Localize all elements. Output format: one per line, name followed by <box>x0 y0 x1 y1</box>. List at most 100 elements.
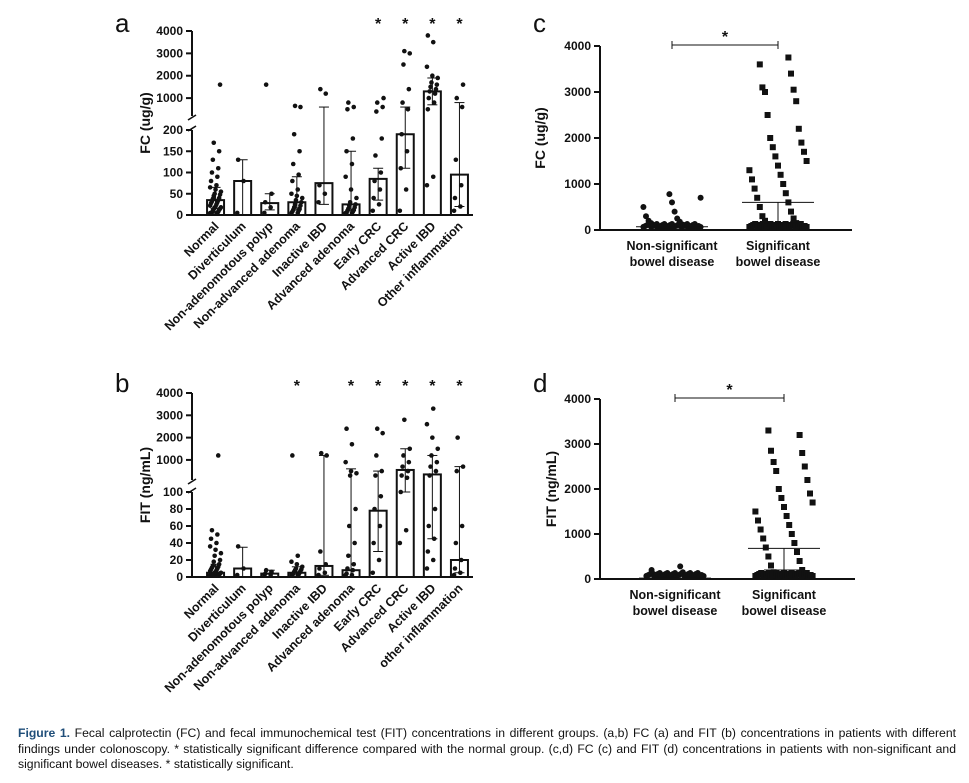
data-point <box>211 559 217 564</box>
data-point <box>292 103 298 109</box>
data-point <box>348 468 354 474</box>
y-tick-label: 4000 <box>156 386 183 400</box>
data-point <box>296 172 301 177</box>
data-point <box>210 563 216 569</box>
significance-star: * <box>375 378 382 395</box>
y-axis-title: FC (ug/g) <box>532 107 548 168</box>
data-point <box>755 517 761 524</box>
data-point <box>323 561 329 567</box>
data-point <box>791 540 798 546</box>
data-point <box>290 161 296 167</box>
bar-group: Normal <box>181 453 226 622</box>
data-point <box>215 165 221 171</box>
data-point <box>317 566 322 571</box>
data-point <box>262 210 267 216</box>
data-point <box>379 136 385 141</box>
data-point <box>428 84 433 90</box>
data-point <box>458 182 464 188</box>
y-tick-label: 0 <box>176 208 183 222</box>
data-point <box>379 468 385 474</box>
data-point <box>404 148 410 154</box>
category-label-line2: bowel disease <box>742 604 827 618</box>
data-point <box>759 84 766 91</box>
data-point <box>317 182 322 188</box>
data-point <box>405 468 411 474</box>
data-point <box>347 473 353 478</box>
y-tick-label: 0 <box>584 572 591 586</box>
data-point <box>217 82 223 87</box>
data-point <box>372 506 377 512</box>
data-point <box>756 61 763 68</box>
data-point <box>294 561 300 567</box>
data-point <box>788 70 794 77</box>
data-point <box>459 523 465 529</box>
data-point <box>318 450 324 456</box>
data-point <box>295 187 301 192</box>
data-point <box>430 557 436 563</box>
data-point <box>351 104 357 110</box>
data-point <box>455 435 460 440</box>
data-point <box>793 98 800 105</box>
data-point <box>769 144 776 151</box>
data-point <box>378 170 384 175</box>
data-point <box>376 557 382 563</box>
data-point <box>350 136 356 141</box>
data-point <box>344 571 349 576</box>
data-point <box>773 468 780 474</box>
data-point <box>697 194 704 201</box>
data-point <box>376 202 382 207</box>
data-point <box>801 463 808 470</box>
bar-group: Normal <box>181 82 226 260</box>
data-point <box>373 153 378 158</box>
panel-c: c 0 1000 2000 3000 4000 FC (ug/g) * Non-signific… <box>532 8 852 269</box>
data-point <box>316 199 321 205</box>
data-point <box>235 157 241 163</box>
data-point <box>405 106 411 112</box>
y-tick-label: 3000 <box>156 46 183 60</box>
data-point <box>402 48 407 54</box>
data-point <box>373 473 378 478</box>
data-point <box>216 561 222 567</box>
data-point <box>324 453 329 458</box>
data-point <box>215 453 221 458</box>
data-point <box>297 148 302 154</box>
data-point <box>794 549 800 555</box>
data-point <box>430 435 435 440</box>
data-point <box>343 459 348 465</box>
data-point <box>215 174 220 180</box>
data-point <box>346 553 351 559</box>
data-point <box>809 499 816 506</box>
data-point <box>430 406 436 411</box>
data-point <box>298 104 303 110</box>
data-point <box>208 536 214 542</box>
y-tick-label: 2000 <box>156 431 183 445</box>
data-point <box>643 213 649 220</box>
data-point <box>354 195 359 201</box>
category-label: Non-adenomotous polyp <box>162 219 276 333</box>
data-point <box>374 109 379 114</box>
panel-letter-a: a <box>115 8 130 38</box>
data-point <box>671 208 678 215</box>
data-point <box>234 210 240 216</box>
data-point <box>765 553 772 560</box>
data-point <box>349 161 355 167</box>
data-point <box>428 464 433 469</box>
data-point <box>756 204 763 210</box>
panel-b: b 0 20 40 60 80 100 1000 2000 3000 4000 FIT (ng/mL)… <box>115 368 473 695</box>
data-point <box>210 157 216 163</box>
data-point <box>435 446 441 452</box>
data-point <box>785 54 792 61</box>
data-point <box>344 426 349 431</box>
data-point <box>432 506 438 512</box>
data-point <box>790 86 797 93</box>
data-point <box>347 199 353 205</box>
significance-star: * <box>456 378 463 395</box>
data-point <box>424 566 430 571</box>
data-point <box>452 195 458 201</box>
data-point <box>374 426 380 431</box>
significance-star: * <box>726 382 733 399</box>
data-point <box>241 566 246 571</box>
data-point <box>400 100 405 105</box>
data-point <box>775 162 781 169</box>
